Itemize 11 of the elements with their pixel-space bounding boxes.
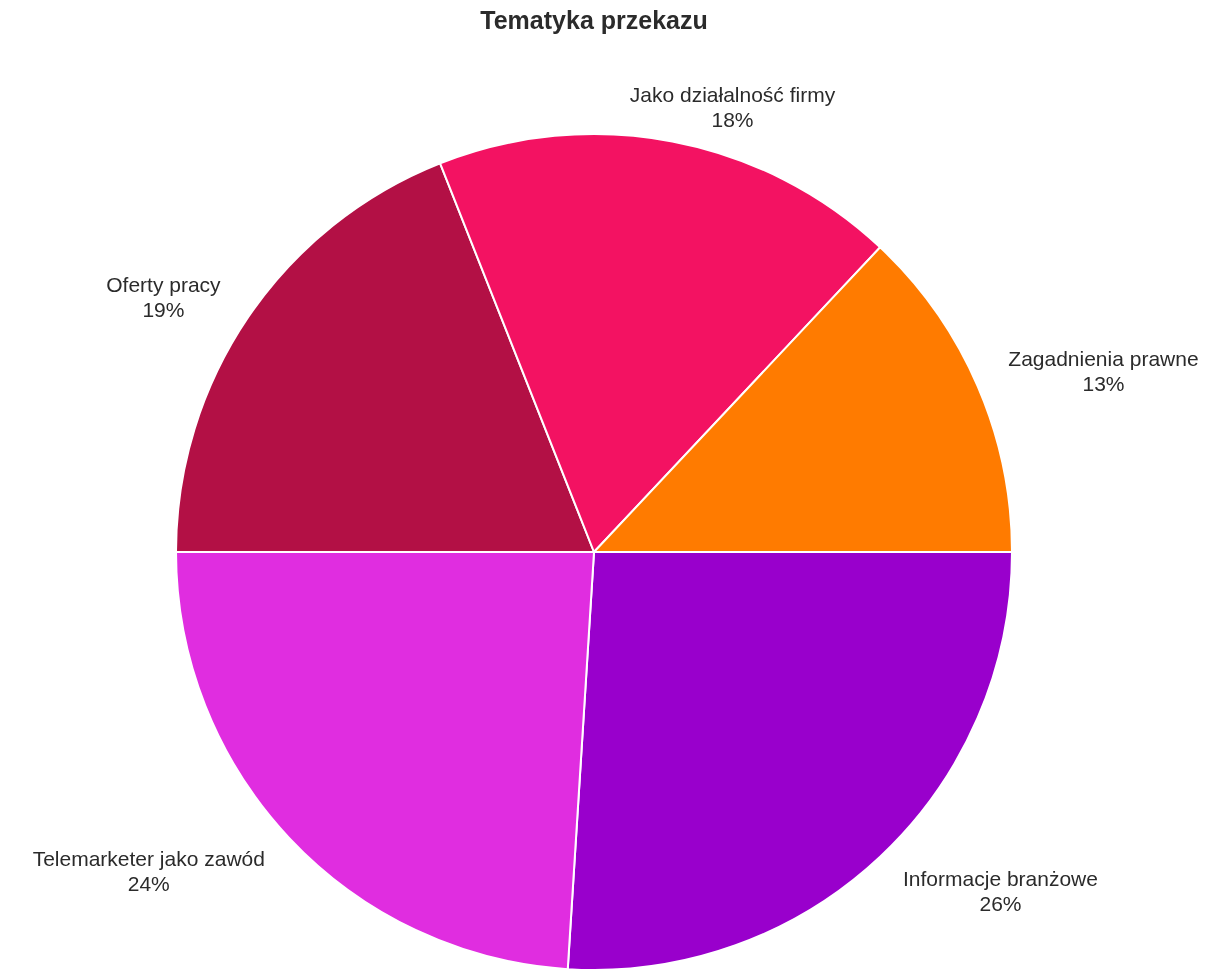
data-label: 24% bbox=[127, 872, 170, 896]
slice-label: Informacje branżowe bbox=[903, 867, 1098, 891]
data-label: 19% bbox=[142, 297, 185, 321]
data-label: 26% bbox=[979, 892, 1022, 916]
slice-label: Zagadnienia prawne bbox=[1008, 347, 1199, 371]
data-label: 13% bbox=[1082, 372, 1125, 396]
slice-label: Jako działalność firmy bbox=[629, 82, 836, 106]
slice-label: Telemarketer jako zawód bbox=[32, 847, 265, 871]
data-label: 18% bbox=[711, 107, 754, 131]
chart-title: Tematyka przekazu bbox=[480, 5, 708, 34]
slice-label: Oferty pracy bbox=[106, 272, 222, 296]
